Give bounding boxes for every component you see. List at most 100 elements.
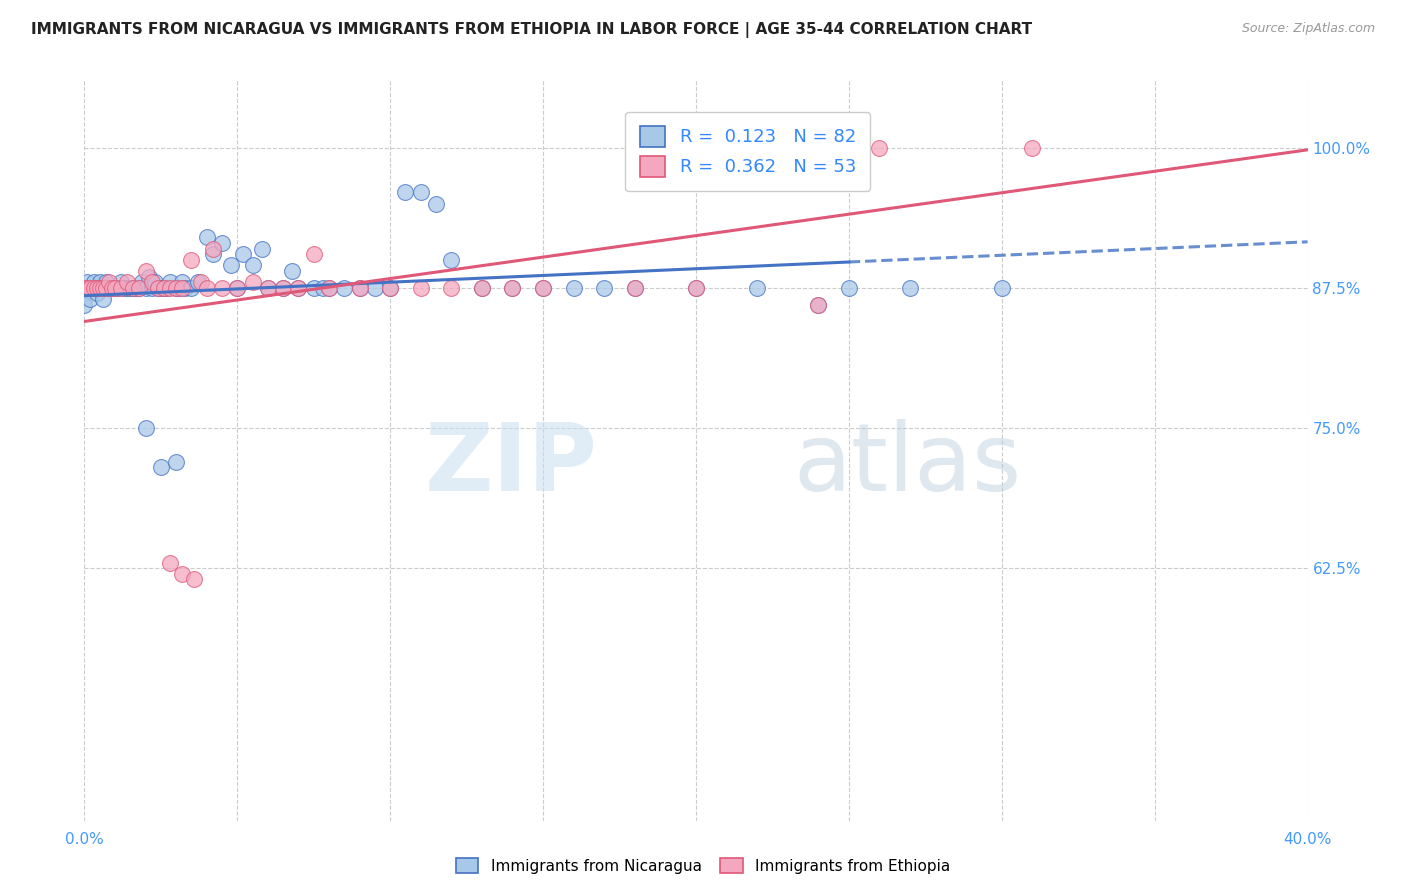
Point	[112, 281, 135, 295]
Point	[76, 281, 98, 295]
Point	[174, 281, 197, 295]
Point	[281, 264, 304, 278]
Point	[183, 573, 205, 587]
Point	[440, 281, 463, 295]
Point	[135, 421, 157, 435]
Point	[153, 281, 176, 295]
Point	[349, 281, 371, 295]
Point	[120, 281, 142, 295]
Point	[409, 281, 432, 295]
Point	[167, 281, 190, 295]
Point	[159, 281, 181, 295]
Point	[531, 281, 554, 295]
Point	[89, 281, 111, 295]
Point	[115, 281, 138, 295]
Point	[76, 275, 98, 289]
Point	[380, 281, 402, 295]
Text: IMMIGRANTS FROM NICARAGUA VS IMMIGRANTS FROM ETHIOPIA IN LABOR FORCE | AGE 35-44: IMMIGRANTS FROM NICARAGUA VS IMMIGRANTS …	[31, 22, 1032, 38]
Point	[122, 281, 145, 295]
Point	[333, 281, 356, 295]
Point	[122, 281, 145, 295]
Point	[593, 281, 616, 295]
Point	[83, 281, 105, 295]
Point	[131, 275, 153, 289]
Point	[624, 281, 647, 295]
Point	[104, 281, 127, 295]
Point	[86, 281, 108, 295]
Point	[211, 235, 233, 250]
Point	[807, 298, 830, 312]
Point	[73, 298, 96, 312]
Point	[380, 281, 402, 295]
Point	[898, 281, 921, 295]
Point	[226, 281, 249, 295]
Point	[318, 281, 340, 295]
Point	[190, 275, 212, 289]
Point	[195, 230, 218, 244]
Point	[242, 275, 264, 289]
Point	[242, 259, 264, 273]
Point	[153, 281, 176, 295]
Point	[165, 281, 187, 295]
Point	[101, 281, 124, 295]
Point	[471, 281, 494, 295]
Legend: Immigrants from Nicaragua, Immigrants from Ethiopia: Immigrants from Nicaragua, Immigrants fr…	[450, 852, 956, 880]
Point	[83, 275, 105, 289]
Point	[135, 264, 157, 278]
Point	[79, 292, 101, 306]
Point	[146, 281, 169, 295]
Point	[211, 281, 233, 295]
Point	[172, 275, 194, 289]
Point	[141, 281, 163, 295]
Point	[107, 281, 129, 295]
Point	[186, 275, 208, 289]
Point	[135, 281, 157, 295]
Point	[146, 281, 169, 295]
Point	[79, 281, 101, 295]
Point	[502, 281, 524, 295]
Point	[86, 286, 108, 301]
Point	[94, 275, 117, 289]
Point	[409, 186, 432, 200]
Point	[685, 281, 707, 295]
Point	[149, 460, 172, 475]
Point	[838, 281, 860, 295]
Point	[79, 281, 101, 295]
Point	[180, 252, 202, 267]
Point	[159, 275, 181, 289]
Point	[165, 455, 187, 469]
Point	[89, 281, 111, 295]
Point	[471, 281, 494, 295]
Point	[312, 281, 335, 295]
Point	[91, 281, 114, 295]
Point	[201, 247, 224, 261]
Point	[73, 286, 96, 301]
Point	[531, 281, 554, 295]
Point	[1021, 140, 1043, 154]
Point	[271, 281, 294, 295]
Point	[97, 281, 120, 295]
Point	[86, 281, 108, 295]
Text: Source: ZipAtlas.com: Source: ZipAtlas.com	[1241, 22, 1375, 36]
Point	[257, 281, 280, 295]
Point	[201, 242, 224, 256]
Point	[302, 247, 325, 261]
Point	[83, 281, 105, 295]
Point	[110, 281, 132, 295]
Point	[302, 281, 325, 295]
Point	[562, 281, 585, 295]
Point	[73, 281, 96, 295]
Point	[394, 186, 416, 200]
Point	[165, 281, 187, 295]
Point	[128, 281, 150, 295]
Point	[172, 566, 194, 581]
Point	[226, 281, 249, 295]
Text: ZIP: ZIP	[425, 419, 598, 511]
Point	[747, 281, 769, 295]
Point	[364, 281, 387, 295]
Point	[76, 281, 98, 295]
Point	[97, 275, 120, 289]
Point	[115, 275, 138, 289]
Point	[159, 556, 181, 570]
Point	[143, 275, 166, 289]
